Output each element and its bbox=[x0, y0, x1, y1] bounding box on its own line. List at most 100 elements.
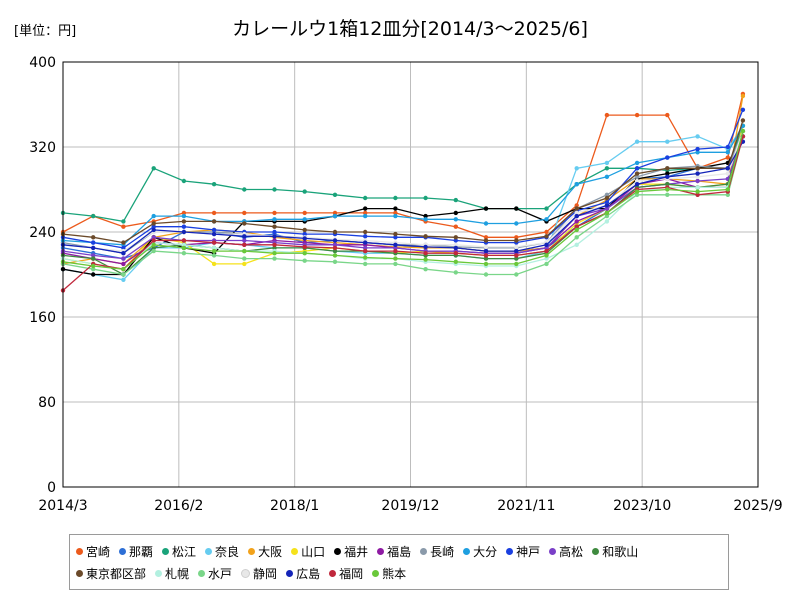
legend-marker bbox=[463, 547, 471, 555]
data-point bbox=[151, 224, 156, 229]
legend-item: 札幌 bbox=[155, 562, 189, 584]
data-point bbox=[121, 240, 126, 245]
data-point bbox=[423, 251, 428, 256]
data-point bbox=[302, 251, 307, 256]
data-point bbox=[574, 235, 579, 240]
legend-label: 東京都区部 bbox=[86, 566, 147, 581]
series-line bbox=[62, 109, 744, 249]
data-point bbox=[211, 240, 217, 245]
data-point bbox=[242, 234, 247, 239]
legend-item: 神戸 bbox=[506, 540, 540, 562]
data-point bbox=[665, 171, 670, 176]
legend-marker bbox=[241, 568, 251, 578]
data-point bbox=[574, 227, 579, 233]
data-point bbox=[121, 251, 126, 256]
data-point bbox=[302, 217, 307, 222]
y-tick-label: 160 bbox=[29, 310, 56, 326]
data-point bbox=[514, 235, 519, 240]
data-point bbox=[453, 245, 458, 251]
legend-marker bbox=[155, 569, 163, 577]
data-point bbox=[695, 185, 700, 190]
legend-marker bbox=[198, 569, 206, 577]
y-tick-label: 240 bbox=[29, 225, 56, 241]
data-point bbox=[544, 242, 549, 247]
legend-item: 長崎 bbox=[420, 540, 454, 562]
data-point bbox=[423, 213, 428, 219]
data-point bbox=[363, 195, 368, 201]
data-point bbox=[574, 242, 579, 247]
data-point bbox=[393, 261, 398, 267]
data-point bbox=[91, 263, 96, 269]
data-point bbox=[665, 139, 670, 144]
data-point bbox=[725, 155, 730, 160]
data-point bbox=[514, 256, 519, 261]
data-point bbox=[242, 210, 247, 216]
legend-item: 福島 bbox=[377, 540, 411, 562]
data-point bbox=[272, 224, 277, 229]
data-point bbox=[423, 234, 428, 239]
data-point bbox=[604, 203, 610, 208]
data-point bbox=[483, 206, 489, 211]
data-point bbox=[363, 261, 368, 267]
data-point bbox=[483, 256, 489, 261]
data-point bbox=[574, 203, 579, 208]
data-point bbox=[211, 261, 217, 267]
data-point bbox=[453, 224, 458, 229]
data-point bbox=[695, 192, 700, 197]
data-point bbox=[302, 258, 307, 263]
series-3 bbox=[60, 123, 746, 224]
data-point bbox=[272, 242, 277, 247]
data-point bbox=[544, 256, 549, 261]
data-point bbox=[634, 139, 640, 144]
series-line bbox=[62, 120, 744, 244]
data-point bbox=[604, 160, 610, 166]
legend-item: 静岡 bbox=[241, 562, 277, 584]
data-point bbox=[211, 245, 217, 251]
data-point bbox=[181, 210, 187, 216]
legend-marker bbox=[592, 547, 600, 555]
data-point bbox=[453, 197, 458, 203]
legend-item: 水戸 bbox=[198, 562, 232, 584]
data-point bbox=[665, 112, 670, 118]
data-point bbox=[91, 245, 96, 251]
data-point bbox=[695, 166, 700, 171]
data-point bbox=[393, 248, 398, 254]
legend-item: 熊本 bbox=[372, 562, 406, 584]
data-point bbox=[332, 213, 338, 219]
data-point bbox=[151, 221, 156, 226]
data-point bbox=[453, 270, 458, 275]
legend-item: 高松 bbox=[549, 540, 583, 562]
data-point bbox=[740, 93, 746, 99]
data-point bbox=[151, 248, 156, 254]
data-point bbox=[604, 112, 610, 118]
data-point bbox=[544, 253, 549, 258]
data-point bbox=[483, 238, 489, 243]
data-point bbox=[242, 238, 247, 243]
data-point bbox=[393, 231, 398, 237]
data-point bbox=[242, 248, 247, 254]
legend-marker bbox=[329, 569, 337, 577]
data-point bbox=[332, 229, 338, 235]
data-point bbox=[634, 166, 640, 171]
data-point bbox=[634, 182, 640, 187]
legend-item: 山口 bbox=[291, 540, 325, 562]
data-point bbox=[604, 200, 610, 205]
grid-lines bbox=[63, 62, 758, 487]
data-point bbox=[302, 231, 307, 237]
data-point bbox=[725, 192, 730, 197]
x-tick-label: 2018/1 bbox=[270, 498, 319, 514]
data-point bbox=[483, 272, 489, 277]
data-point bbox=[272, 256, 277, 261]
data-point bbox=[514, 272, 519, 277]
data-point bbox=[151, 235, 156, 240]
data-point bbox=[514, 206, 519, 211]
data-point bbox=[363, 210, 368, 216]
data-point bbox=[272, 245, 277, 251]
data-point bbox=[121, 245, 126, 251]
data-point bbox=[211, 253, 217, 258]
data-point bbox=[453, 259, 458, 264]
data-point bbox=[121, 277, 126, 282]
data-point bbox=[514, 261, 519, 267]
legend-label: 静岡 bbox=[253, 566, 278, 581]
